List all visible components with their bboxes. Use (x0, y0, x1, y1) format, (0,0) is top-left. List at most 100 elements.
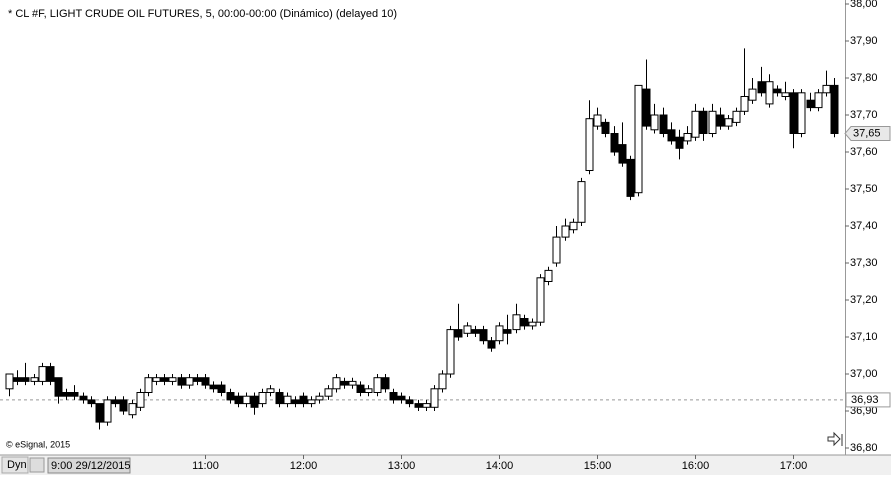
reference-marker (845, 392, 891, 408)
candle-body (618, 144, 627, 164)
candle-body (708, 110, 717, 135)
candle-body (258, 392, 267, 405)
candle-body (471, 329, 480, 334)
candle-body (373, 377, 382, 394)
candle-body (332, 377, 341, 390)
candle-body (356, 384, 365, 394)
candle-body (46, 366, 55, 382)
y-tick-label: 36,90 (850, 405, 878, 417)
candle-body (585, 118, 594, 171)
candle-body (789, 92, 798, 135)
y-tick-label: 37,80 (850, 72, 878, 84)
candle-body (209, 384, 218, 390)
candle-body (561, 225, 570, 238)
candle-body (552, 236, 561, 264)
y-tick-label: 37,70 (850, 109, 878, 121)
candle-body (601, 121, 610, 135)
y-tick-label: 37,30 (850, 257, 878, 269)
candle-body (797, 92, 806, 135)
candle-body (740, 96, 749, 112)
candle-body (283, 395, 292, 405)
x-tick-label: 16:00 (682, 460, 710, 472)
candle-body (87, 399, 96, 405)
time-axis-bg (0, 455, 891, 475)
candle-body (5, 373, 14, 390)
candle-body (405, 399, 414, 405)
candle-body (136, 392, 145, 408)
candle-body (103, 399, 112, 423)
y-tick-label: 37,90 (850, 35, 878, 47)
x-tick-label: 12:00 (290, 460, 318, 472)
candle-body (177, 377, 186, 386)
candle-body (348, 380, 357, 386)
candle-body (79, 395, 88, 401)
candle-body (520, 318, 529, 327)
candle-body (21, 377, 30, 382)
candle-body (716, 114, 725, 127)
candle-body (315, 395, 324, 401)
nav-button[interactable] (29, 457, 45, 473)
candle-body (266, 388, 275, 393)
candle-body (732, 110, 741, 123)
candle-body (667, 129, 676, 142)
scroll-end-icon[interactable] (827, 431, 843, 447)
candle-body (299, 395, 308, 405)
candle-body (168, 377, 177, 382)
candle-body (495, 325, 504, 342)
candle-body (201, 377, 210, 386)
x-tick-label: 11:00 (192, 460, 219, 472)
candle-body (234, 395, 243, 405)
y-tick-label: 37,40 (850, 220, 878, 232)
candle-body (463, 325, 472, 334)
candle-body (13, 377, 22, 382)
candle-body (814, 92, 823, 109)
reference-label: 36,93 (851, 394, 879, 406)
candle-body (38, 366, 47, 382)
candle-body (757, 81, 766, 94)
candle-body (250, 395, 259, 408)
cursor-time-label: 9:00 29/12/2015 (51, 460, 131, 472)
candle-body (650, 114, 659, 131)
candle-body (381, 377, 390, 390)
candle-body (544, 269, 553, 282)
candle-body (528, 321, 537, 327)
x-tick-label: 14:00 (486, 460, 514, 472)
y-tick-label: 37,00 (850, 368, 878, 380)
candle-body (62, 392, 71, 397)
last-price-marker (844, 126, 891, 141)
candle-body (748, 88, 757, 101)
candle-body (724, 118, 733, 127)
candle-body (536, 277, 545, 323)
candle-body (193, 377, 202, 382)
candle-body (30, 377, 39, 382)
candle-body (683, 133, 692, 142)
candle-body (128, 403, 137, 416)
candle-body (152, 377, 161, 382)
candle-body (479, 329, 488, 342)
candle-body (691, 110, 700, 138)
mode-button[interactable] (1, 456, 29, 474)
candle-body (773, 88, 782, 94)
candle-body (438, 373, 447, 390)
candle-body (226, 392, 235, 401)
candle-body (503, 329, 512, 334)
candle-body (397, 395, 406, 401)
y-tick-label: 37,10 (850, 331, 878, 343)
y-tick-label: 38,00 (850, 0, 878, 10)
candle-body (610, 133, 619, 153)
x-tick-label: 17:00 (780, 460, 808, 472)
candle-body (275, 392, 284, 405)
candle-body (806, 99, 815, 109)
candle-body (430, 388, 439, 408)
candle-body (642, 88, 651, 127)
y-tick-label: 36,80 (850, 442, 878, 454)
candle-body (340, 380, 349, 386)
candle-body (634, 84, 643, 194)
last-price-label: 37,65 (853, 127, 881, 139)
candle-body (830, 84, 839, 134)
candle-body (119, 399, 128, 412)
candle-body (699, 110, 708, 135)
candle-body (291, 399, 300, 405)
